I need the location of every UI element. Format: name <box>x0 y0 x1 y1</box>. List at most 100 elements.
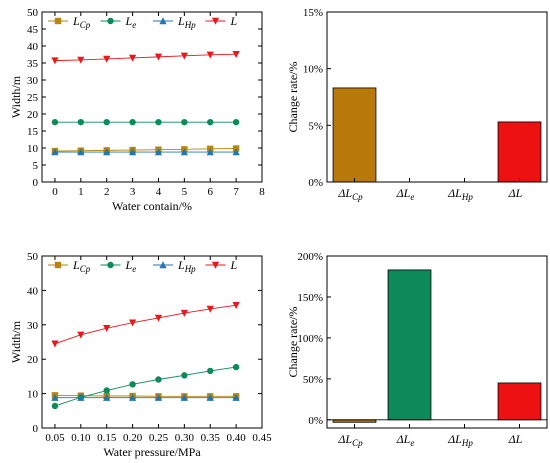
legend-marker <box>159 17 167 25</box>
legend-marker <box>211 17 220 25</box>
legend-marker <box>54 17 62 25</box>
data-point <box>154 53 163 61</box>
x-tick-label: 0.05 <box>45 432 65 444</box>
data-point <box>232 301 240 309</box>
x-tick-label: 7 <box>233 186 239 198</box>
x-tick-label: 8 <box>259 186 265 198</box>
x-tick-label: 5 <box>182 186 188 198</box>
legend-label: Le <box>125 258 137 274</box>
data-point <box>103 118 110 126</box>
bar-delta-l <box>497 121 542 183</box>
legend-item: LHp <box>153 14 196 30</box>
legend-label: L <box>230 258 238 272</box>
y-tick-label: 10% <box>303 64 323 76</box>
data-point <box>155 118 162 126</box>
data-point <box>51 340 59 348</box>
legend: LCp Le LHp L <box>48 14 238 30</box>
data-point <box>180 148 188 156</box>
legend-item: LCp <box>48 14 91 30</box>
x-tick-label: 0.20 <box>123 432 143 444</box>
x-tick-label: 1 <box>78 186 84 198</box>
x-axis-label: Water contain/% <box>112 199 192 213</box>
data-point <box>206 305 214 313</box>
panel-water-content-change-rate: 0% 5% 10% 15% Change rate/% ΔLCp ΔLe ΔLHp ΔL <box>286 7 548 202</box>
data-point <box>154 393 163 401</box>
y-tick-label: 0 <box>33 423 39 435</box>
data-point <box>51 402 59 410</box>
data-point <box>181 372 188 379</box>
data-point <box>77 331 85 339</box>
legend: LCp Le LHp L <box>48 258 238 274</box>
legend-label: LHp <box>177 14 196 30</box>
data-point <box>103 148 111 156</box>
data-point <box>103 325 111 333</box>
x-tick-label: 0.25 <box>149 432 169 444</box>
legend-item: LHp <box>153 258 196 274</box>
y-axis-label: Width/m <box>9 75 23 118</box>
legend-marker <box>107 261 114 269</box>
data-point <box>180 52 188 60</box>
x-tick-label: 0.45 <box>252 432 272 444</box>
x-tick-label: 0.10 <box>71 432 91 444</box>
data-point <box>103 387 110 394</box>
panel-water-pressure-width: 0 10 20 30 40 50 0.05 0.10 0.15 0.20 0.25 0.30 0.35 0… <box>9 251 272 459</box>
y-tick-label: 0 <box>33 177 39 189</box>
data-point <box>77 393 85 401</box>
x-tick-label: 2 <box>104 186 110 198</box>
legend-item: LCp <box>48 258 91 274</box>
data-point <box>207 367 214 375</box>
x-category-label: ΔLHp <box>447 186 473 202</box>
y-axis-label: Width/m <box>9 320 23 363</box>
bar-delta-lcp <box>332 87 377 183</box>
x-tick-label: 0.15 <box>97 432 117 444</box>
y-tick-label: 200% <box>297 251 323 263</box>
legend-label: L <box>230 14 238 28</box>
data-point <box>180 309 188 317</box>
y-tick-label: 25 <box>27 92 39 104</box>
y-tick-label: 20 <box>27 354 39 366</box>
data-point <box>128 148 137 156</box>
x-tick-label: 3 <box>130 186 136 198</box>
data-point <box>154 148 163 156</box>
y-tick-label: 5 <box>33 160 39 172</box>
series-le <box>51 118 240 126</box>
data-point <box>129 118 136 126</box>
data-point <box>232 363 240 371</box>
legend-label: LCp <box>72 14 91 30</box>
y-tick-label: 15 <box>27 126 39 138</box>
data-point <box>77 118 85 126</box>
data-point <box>232 393 240 401</box>
x-category-label: ΔLe <box>396 432 415 448</box>
data-point <box>206 148 214 156</box>
data-point <box>206 393 214 401</box>
y-tick-label: 100% <box>297 333 323 345</box>
y-tick-label: 20 <box>27 109 39 121</box>
y-tick-label: 0% <box>308 415 323 427</box>
y-tick-label: 30 <box>27 75 39 87</box>
data-point <box>128 393 137 401</box>
plot-frame <box>326 255 548 429</box>
x-tick-label: 0 <box>52 186 58 198</box>
data-point <box>232 118 240 126</box>
legend-marker <box>159 261 167 269</box>
data-point <box>77 148 85 156</box>
data-point <box>51 393 59 401</box>
data-point <box>103 55 111 63</box>
legend-marker <box>211 261 220 269</box>
y-tick-label: 35 <box>27 58 39 70</box>
data-point <box>103 393 111 401</box>
legend-item: Le <box>100 14 136 30</box>
x-tick-label: 0.35 <box>201 432 221 444</box>
legend-item: Le <box>100 258 137 274</box>
legend-marker <box>107 17 114 25</box>
y-tick-label: 0% <box>308 177 323 189</box>
y-tick-label: 50 <box>27 7 39 19</box>
series-l <box>51 301 240 348</box>
data-point <box>129 381 136 388</box>
series-line <box>54 366 237 407</box>
data-point <box>128 54 137 62</box>
bar-delta-le <box>387 269 432 421</box>
y-tick-label: 10 <box>27 389 39 401</box>
legend-item: L <box>205 258 238 272</box>
